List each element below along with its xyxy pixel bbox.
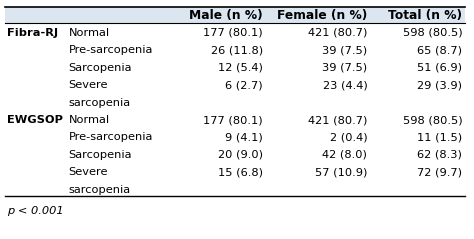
Text: 51 (6.9): 51 (6.9) (417, 63, 462, 73)
Text: 421 (80.7): 421 (80.7) (308, 28, 367, 38)
Text: 12 (5.4): 12 (5.4) (218, 63, 263, 73)
Text: 39 (7.5): 39 (7.5) (322, 63, 367, 73)
Text: 9 (4.1): 9 (4.1) (225, 132, 263, 142)
Text: 177 (80.1): 177 (80.1) (203, 28, 263, 38)
Text: 72 (9.7): 72 (9.7) (417, 167, 462, 177)
Text: sarcopenia: sarcopenia (69, 185, 131, 195)
Text: sarcopenia: sarcopenia (69, 98, 131, 108)
Text: 26 (11.8): 26 (11.8) (211, 45, 263, 55)
Text: 421 (80.7): 421 (80.7) (308, 115, 367, 125)
Text: 42 (8.0): 42 (8.0) (322, 150, 367, 160)
Text: 57 (10.9): 57 (10.9) (315, 167, 367, 177)
Text: 23 (4.4): 23 (4.4) (323, 80, 367, 90)
Text: Normal: Normal (69, 28, 110, 38)
Text: 39 (7.5): 39 (7.5) (322, 45, 367, 55)
Text: 2 (0.4): 2 (0.4) (330, 132, 367, 142)
Text: p < 0.001: p < 0.001 (7, 206, 64, 216)
Text: 598 (80.5): 598 (80.5) (402, 115, 462, 125)
Text: 62 (8.3): 62 (8.3) (417, 150, 462, 160)
Text: Female (n %): Female (n %) (277, 9, 367, 22)
Bar (5, 7, 465, 23)
Text: Male (n %): Male (n %) (190, 9, 263, 22)
Text: 6 (2.7): 6 (2.7) (226, 80, 263, 90)
Text: 598 (80.5): 598 (80.5) (402, 28, 462, 38)
Text: Sarcopenia: Sarcopenia (69, 150, 132, 160)
Text: 29 (3.9): 29 (3.9) (417, 80, 462, 90)
Text: Sarcopenia: Sarcopenia (69, 63, 132, 73)
Text: Fibra-RJ: Fibra-RJ (7, 28, 58, 38)
Text: 65 (8.7): 65 (8.7) (417, 45, 462, 55)
Text: 20 (9.0): 20 (9.0) (218, 150, 263, 160)
Text: Severe: Severe (69, 167, 108, 177)
Text: Severe: Severe (69, 80, 108, 90)
Text: 15 (6.8): 15 (6.8) (218, 167, 263, 177)
Text: Normal: Normal (69, 115, 110, 125)
Text: 177 (80.1): 177 (80.1) (203, 115, 263, 125)
Text: Total (n %): Total (n %) (388, 9, 462, 22)
Text: Pre-sarcopenia: Pre-sarcopenia (69, 45, 153, 55)
Text: EWGSOP: EWGSOP (7, 115, 63, 125)
Text: 11 (1.5): 11 (1.5) (417, 132, 462, 142)
Text: Pre-sarcopenia: Pre-sarcopenia (69, 132, 153, 142)
